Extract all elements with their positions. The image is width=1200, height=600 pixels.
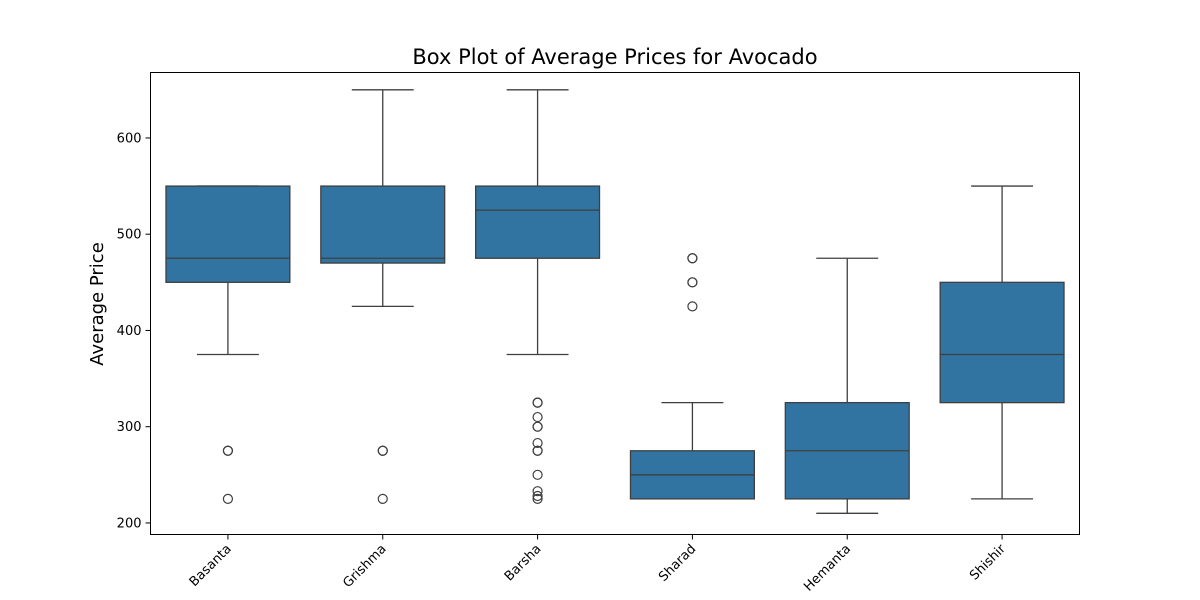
outlier-point bbox=[532, 490, 543, 502]
y-tick-label: 500 bbox=[117, 228, 142, 243]
y-axis-label: Average Price bbox=[87, 242, 108, 366]
y-tick-label: 400 bbox=[117, 324, 142, 339]
plot-frame bbox=[150, 72, 1080, 535]
x-tick-label: Grishma bbox=[340, 542, 389, 591]
outlier-point bbox=[687, 301, 698, 312]
outlier-point bbox=[377, 445, 388, 456]
box-group-barsha bbox=[474, 89, 601, 504]
outlier-point bbox=[532, 469, 543, 480]
x-tick-label: Sharad bbox=[656, 542, 699, 585]
outlier-point bbox=[377, 493, 388, 504]
plot-area bbox=[165, 89, 1065, 514]
x-tick-label: Barsha bbox=[502, 542, 545, 585]
chart-title: Box Plot of Average Prices for Avocado bbox=[412, 45, 817, 69]
box-iqr bbox=[939, 281, 1065, 404]
outlier-point bbox=[532, 421, 543, 432]
x-tick-label: Basanta bbox=[187, 542, 235, 590]
x-tick-label: Shishir bbox=[967, 541, 1009, 583]
box-group-shishir bbox=[939, 185, 1065, 500]
box-group-basanta bbox=[165, 185, 291, 504]
outlier-point bbox=[532, 493, 543, 504]
y-tick-label: 300 bbox=[117, 420, 142, 435]
y-tick-label: 600 bbox=[117, 131, 142, 146]
outlier-point bbox=[222, 445, 234, 456]
outlier-point bbox=[687, 277, 698, 288]
box-iqr bbox=[165, 185, 291, 283]
box-group-grishma bbox=[320, 89, 446, 504]
box-iqr bbox=[474, 185, 601, 259]
box-group-hemanta bbox=[784, 257, 910, 514]
y-tick-label: 200 bbox=[117, 516, 142, 531]
outlier-point bbox=[532, 445, 543, 456]
outlier-point bbox=[687, 253, 698, 264]
box-iqr bbox=[320, 185, 446, 264]
outlier-point bbox=[222, 493, 234, 504]
outlier-point bbox=[532, 411, 543, 423]
y-axis: 200 300 400 500 600 bbox=[117, 131, 151, 531]
x-tick-label: Hemanta bbox=[801, 542, 854, 595]
outlier-point bbox=[532, 437, 543, 449]
box-group-sharad bbox=[629, 253, 756, 500]
outlier-point bbox=[532, 486, 543, 497]
outlier-point bbox=[532, 397, 543, 408]
x-axis: Basanta Grishma Barsha Sharad Hemanta Shishir bbox=[187, 534, 1009, 595]
